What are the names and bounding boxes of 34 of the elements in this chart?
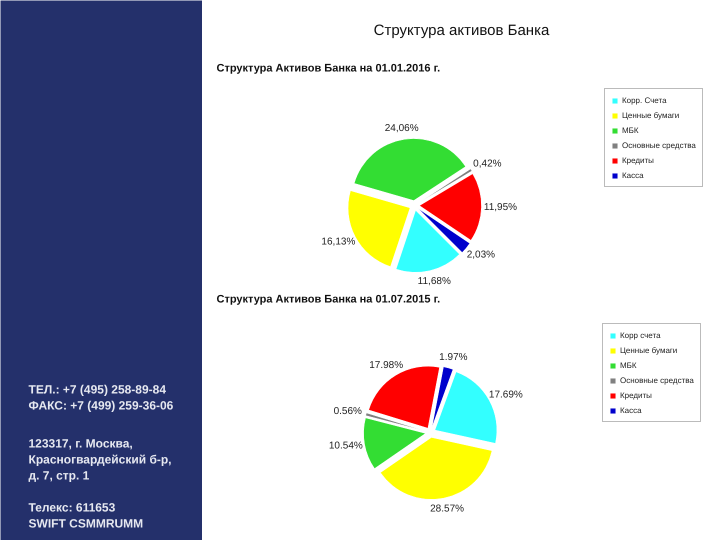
data-label: 10.54% xyxy=(328,440,363,452)
legend-label: Касса xyxy=(620,405,642,415)
data-label: 11,95% xyxy=(484,202,518,214)
chart-title: Структура Активов Банка на 01.07.2015 г. xyxy=(216,294,440,306)
legend-label: МБК xyxy=(620,360,638,370)
legend-label: Кредиты xyxy=(622,155,654,165)
text: д. 7, стр. 1 xyxy=(28,468,90,482)
legend-label: Ценные бумаги xyxy=(622,110,680,120)
text: ТЕЛ.: +7 (495) 258-89-84 xyxy=(28,382,166,396)
legend-label: Корр счета xyxy=(620,330,661,340)
data-label: 17.69% xyxy=(488,389,523,400)
data-label: 0,42% xyxy=(473,158,502,170)
data-label: 1.97% xyxy=(439,352,468,363)
legend-label: Касса xyxy=(622,170,644,180)
text: 123317, г. Москва, xyxy=(28,436,133,450)
text: SWIFT CSMMRUMM xyxy=(28,516,144,530)
data-label: 17.98% xyxy=(369,360,404,372)
legend-label: МБК xyxy=(622,125,640,135)
chart-title: Структура активов Банка xyxy=(374,22,550,39)
chart-subtitle: Структура Активов Банка на 01.01.2016 г. xyxy=(216,62,440,74)
data-label: 24,06% xyxy=(384,122,419,134)
data-label: 2,03% xyxy=(466,250,496,261)
legend-label: Основные средства xyxy=(622,140,696,150)
text: ФАКС: +7 (499) 259-36-06 xyxy=(28,398,174,412)
legend-label: Основные средства xyxy=(620,375,694,385)
legend-label: Ценные бумаги xyxy=(620,345,678,355)
data-label: 0.56% xyxy=(334,406,362,417)
text: Красногвардейский б-р, xyxy=(28,452,172,466)
legend-label: Кредиты xyxy=(620,390,652,400)
data-label: 11,68% xyxy=(418,276,451,287)
data-label: 16,13% xyxy=(321,236,356,248)
data-label: 28.57% xyxy=(430,504,464,515)
legend-label: Корр. Счета xyxy=(622,95,667,105)
text: Телекс: 611653 xyxy=(28,500,116,514)
